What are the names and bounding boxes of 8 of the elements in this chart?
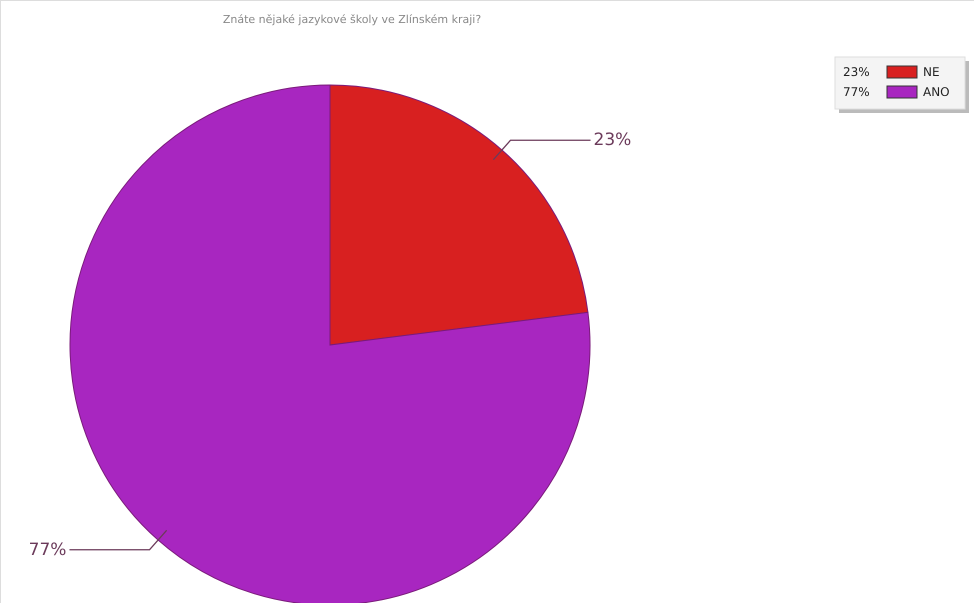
legend-label: NE <box>923 65 940 79</box>
pie-slice <box>70 84 590 603</box>
chart-title: Znáte nějaké jazykové školy ve Zlínském kraji? <box>222 13 482 26</box>
data-label: 77% <box>28 540 66 560</box>
data-label: 23% <box>594 130 632 150</box>
text: 23% <box>843 65 870 79</box>
text: 77% <box>843 85 870 99</box>
legend-label: ANO <box>923 85 950 99</box>
